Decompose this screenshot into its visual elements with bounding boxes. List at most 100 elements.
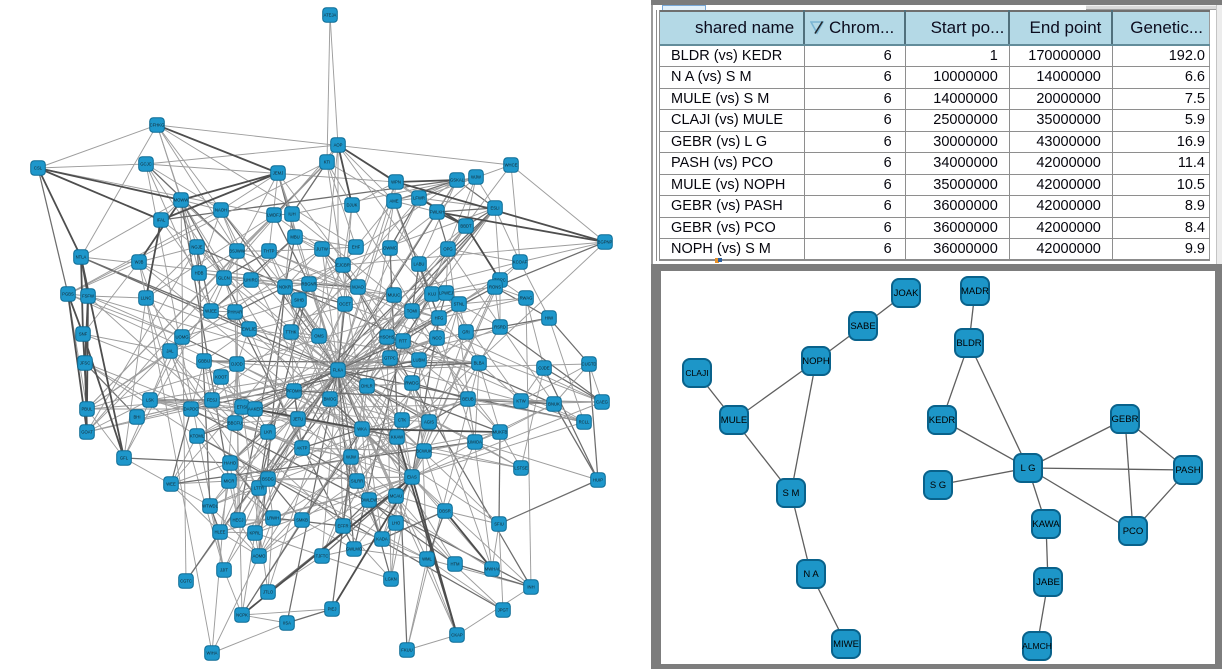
svg-text:GTPC: GTPC [384, 356, 396, 361]
svg-text:CFHKG: CFHKG [150, 123, 165, 128]
svg-text:TOMI: TOMI [407, 309, 417, 314]
svg-text:BHI: BHI [134, 415, 141, 420]
svg-text:KADA: KADA [376, 537, 388, 542]
svg-text:OMS: OMS [314, 334, 324, 339]
svg-text:GLCN: GLCN [218, 276, 230, 281]
svg-text:WEE: WEE [166, 482, 176, 487]
svg-text:TTHK: TTHK [286, 330, 297, 335]
svg-text:BBDT: BBDT [460, 224, 472, 229]
svg-text:WJB: WJB [135, 260, 144, 265]
svg-text:MIWE: MIWE [833, 639, 859, 650]
svg-text:WKA: WKA [357, 427, 367, 432]
svg-text:LPWEJ: LPWEJ [439, 291, 453, 296]
svg-text:JTLO: JTLO [263, 590, 274, 595]
svg-text:NTLA: NTLA [76, 255, 87, 260]
svg-text:SIHB: SIHB [294, 298, 304, 303]
svg-text:TJFTC: TJFTC [316, 554, 329, 559]
svg-text:HAHO: HAHO [224, 461, 237, 466]
svg-text:RBGNR: RBGNR [301, 282, 316, 287]
svg-text:JUTW: JUTW [316, 247, 328, 252]
svg-text:RWAG: RWAG [520, 296, 533, 301]
svg-text:KEDR: KEDR [929, 415, 956, 426]
svg-text:KPRL: KPRL [250, 531, 262, 536]
svg-text:BLDR: BLDR [956, 338, 981, 349]
svg-text:DAPDC: DAPDC [184, 407, 199, 412]
svg-text:DJOD: DJOD [231, 362, 242, 367]
svg-text:JPGT: JPGT [498, 608, 509, 613]
svg-text:RTT: RTT [399, 339, 408, 344]
svg-text:S G: S G [930, 480, 946, 491]
svg-text:PGBS: PGBS [62, 292, 74, 297]
svg-text:CLAJI: CLAJI [685, 368, 708, 378]
svg-text:LTTR: LTTR [254, 486, 264, 491]
svg-text:JFSC: JFSC [80, 361, 90, 366]
svg-text:BGPNP: BGPNP [598, 240, 613, 245]
svg-text:ATEJA: ATEJA [324, 13, 337, 18]
svg-text:L G: L G [1021, 463, 1036, 474]
svg-text:WJW: WJW [471, 175, 481, 180]
svg-text:GRI: GRI [462, 330, 469, 335]
svg-text:NOKR: NOKR [279, 285, 291, 290]
svg-text:LUBM: LUBM [413, 358, 425, 363]
svg-text:KTOML: KTOML [190, 434, 205, 439]
svg-text:CAEG: CAEG [596, 400, 608, 405]
svg-text:IUH: IUH [288, 212, 295, 217]
svg-text:LKR: LKR [264, 430, 272, 435]
svg-text:BSJWW: BSJWW [229, 249, 245, 254]
svg-text:WTWDL: WTWDL [202, 504, 218, 509]
svg-text:LLNC: LLNC [141, 296, 152, 301]
svg-text:MCAU: MCAU [390, 494, 402, 499]
svg-text:FKUU: FKUU [401, 648, 412, 653]
svg-text:UHIRC: UHIRC [244, 278, 257, 283]
svg-text:KTI: KTI [324, 160, 331, 165]
svg-text:OCET: OCET [339, 302, 351, 307]
svg-text:WJW: WJW [346, 455, 356, 460]
svg-text:BLBA: BLBA [474, 361, 485, 366]
svg-text:FLKA: FLKA [333, 368, 344, 373]
svg-text:NOPH: NOPH [802, 356, 830, 367]
svg-text:HSOHS: HSOHS [380, 335, 395, 340]
svg-text:OPG: OPG [443, 247, 452, 252]
svg-text:LFWR: LFWR [413, 196, 425, 201]
svg-text:DWLEW: DWLEW [361, 498, 377, 503]
svg-text:CSL: CSL [34, 166, 43, 171]
svg-text:ESLI: ESLI [490, 206, 499, 211]
svg-text:EFFR: EFFR [338, 524, 349, 529]
svg-text:FWLKH: FWLKH [430, 210, 445, 215]
svg-text:AOMO: AOMO [253, 554, 267, 559]
svg-text:MUKFB: MUKFB [493, 430, 508, 435]
svg-text:LWDFJ: LWDFJ [267, 213, 281, 218]
svg-text:WHCE: WHCE [505, 163, 518, 168]
svg-text:MICR: MICR [224, 479, 235, 484]
svg-text:RSRD: RSRD [494, 325, 506, 330]
svg-text:DBSR: DBSR [439, 509, 451, 514]
svg-text:SABE: SABE [850, 321, 875, 332]
svg-text:FESJ: FESJ [207, 398, 217, 403]
svg-text:KCOAF: KCOAF [513, 260, 528, 265]
svg-text:JJIT: JJIT [220, 568, 228, 573]
svg-text:STNL: STNL [454, 302, 465, 307]
svg-text:NCO: NCO [432, 336, 442, 341]
svg-text:WIHA: WIHA [207, 651, 218, 656]
svg-text:BMOG: BMOG [324, 397, 337, 402]
svg-text:HTM: HTM [450, 562, 460, 567]
svg-text:MWHAI: MWHAI [485, 567, 499, 572]
svg-text:AME: AME [389, 199, 398, 204]
svg-text:GBBIJ: GBBIJ [198, 359, 210, 364]
svg-text:UMIOA: UMIOA [468, 440, 482, 445]
svg-text:PBUL: PBUL [82, 407, 94, 412]
svg-text:KKAW: KKAW [391, 435, 403, 440]
svg-text:GWLMO: GWLMO [346, 547, 363, 552]
svg-text:MULE: MULE [721, 415, 747, 426]
svg-text:KOOT: KOOT [215, 375, 227, 380]
svg-text:BSDG: BSDG [262, 477, 274, 482]
svg-text:EIAS: EIAS [407, 475, 417, 480]
svg-text:PHHAR: PHHAR [228, 310, 243, 315]
svg-text:AAKEP: AAKEP [248, 407, 262, 412]
svg-text:HLEE: HLEE [215, 530, 226, 535]
svg-text:KUJ: KUJ [428, 292, 436, 297]
svg-text:PCO: PCO [1123, 526, 1144, 537]
svg-text:BCWUK: BCWUK [416, 449, 432, 454]
svg-text:IISA: IISA [283, 621, 291, 626]
svg-text:JETU: JETU [293, 417, 303, 422]
